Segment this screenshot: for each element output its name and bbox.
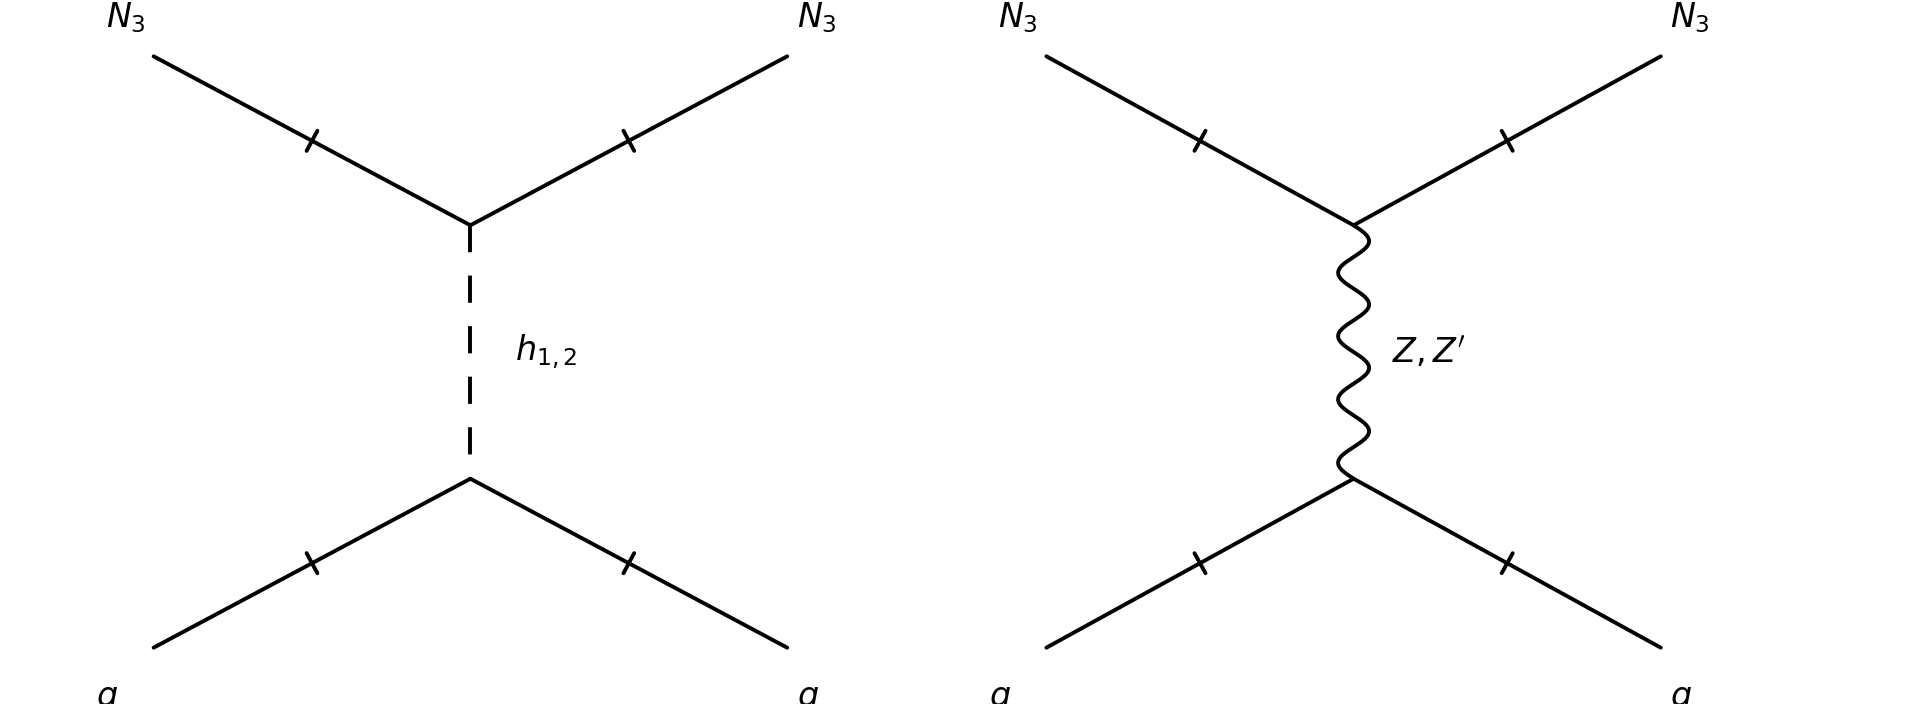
Text: $q$: $q$ [989, 683, 1010, 704]
Text: $h_{1,2}$: $h_{1,2}$ [515, 332, 578, 372]
Text: $Z, Z'$: $Z, Z'$ [1392, 334, 1467, 370]
Text: $N_3$: $N_3$ [998, 1, 1039, 35]
Text: $N_3$: $N_3$ [1670, 1, 1711, 35]
Text: $q$: $q$ [797, 683, 818, 704]
Text: $q$: $q$ [1670, 683, 1692, 704]
Text: $q$: $q$ [96, 683, 117, 704]
Text: $N_3$: $N_3$ [106, 1, 146, 35]
Text: $N_3$: $N_3$ [797, 1, 837, 35]
